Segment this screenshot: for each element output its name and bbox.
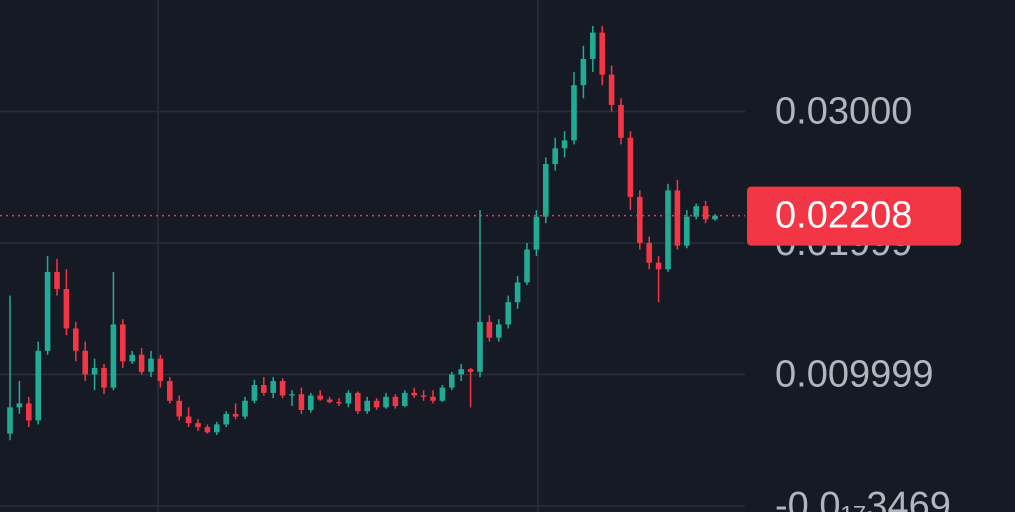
candle-body	[580, 58, 587, 86]
candle-body	[73, 328, 79, 351]
candle-body	[176, 400, 182, 417]
candle-body	[336, 402, 342, 404]
candle-body	[458, 369, 464, 375]
candle-body	[373, 400, 380, 408]
candle-body	[712, 215, 718, 220]
candle-body	[552, 148, 558, 165]
candle-body	[420, 395, 427, 397]
candle-body	[138, 354, 145, 372]
candle-body	[430, 396, 436, 401]
candle-body	[439, 387, 446, 401]
candle-body	[317, 395, 323, 400]
candle-body	[195, 423, 201, 428]
candle-body	[449, 374, 455, 388]
candle-body	[223, 413, 229, 425]
candle-body	[270, 381, 276, 393]
candle-body	[232, 413, 239, 417]
candle-body	[674, 190, 681, 246]
candle-body	[167, 381, 173, 401]
candle-body	[411, 392, 417, 396]
candle-body	[693, 206, 699, 217]
candle-body	[590, 32, 596, 59]
y-tick-label: -0.0₁₇3469	[775, 485, 951, 512]
candle-body	[251, 384, 258, 401]
candle-body	[120, 324, 126, 362]
candle-body	[383, 396, 389, 408]
candle-body	[261, 384, 267, 393]
candle-body	[157, 358, 164, 382]
candle-body	[289, 394, 295, 396]
candle-body	[308, 395, 314, 410]
candle-body	[637, 196, 643, 243]
candle-body	[618, 104, 624, 138]
candle-body	[561, 140, 568, 149]
candle-body	[204, 427, 211, 433]
candle-body	[467, 369, 474, 372]
candle-body	[486, 321, 493, 338]
candle-body	[524, 249, 530, 283]
candle-body	[392, 396, 399, 407]
candle-body	[110, 324, 117, 388]
candle-body	[364, 400, 370, 412]
candle-body	[44, 271, 51, 351]
candle-body	[684, 216, 690, 246]
candle-body	[533, 216, 540, 250]
candle-body	[129, 354, 135, 362]
candle-body	[7, 407, 13, 434]
candle-body	[242, 400, 248, 417]
candle-body	[63, 289, 70, 329]
candle-body	[571, 85, 577, 141]
candle-body	[505, 302, 511, 325]
candle-body	[54, 271, 60, 290]
candle-body	[477, 321, 483, 372]
y-tick-label: 0.03000	[775, 91, 912, 133]
candle-body	[91, 367, 98, 375]
candle-body	[16, 403, 23, 408]
candle-body	[214, 424, 220, 433]
candle-body	[82, 350, 88, 375]
candle-body	[279, 381, 286, 396]
last-price-box	[747, 186, 961, 246]
candle-body	[355, 392, 361, 412]
candle-body	[608, 74, 615, 105]
candle-body	[298, 394, 305, 410]
candle-body	[599, 32, 605, 75]
candle-body	[655, 262, 662, 270]
candle-body	[26, 403, 32, 421]
candle-body	[543, 164, 549, 217]
candle-body	[101, 367, 107, 388]
candle-body	[402, 392, 408, 407]
candle-body	[496, 324, 502, 338]
candle-body	[326, 399, 333, 403]
candle-body	[514, 282, 521, 303]
candle-body	[702, 206, 709, 220]
candle-body	[646, 242, 652, 263]
last-price-label: 0.02208	[775, 195, 912, 237]
candle-body	[148, 358, 154, 372]
candle-body	[35, 350, 41, 421]
candle-body	[627, 137, 634, 197]
y-tick-label: 0.009999	[775, 354, 934, 396]
candle-body	[665, 190, 671, 270]
candle-body	[185, 416, 192, 424]
candle-body	[345, 392, 352, 404]
